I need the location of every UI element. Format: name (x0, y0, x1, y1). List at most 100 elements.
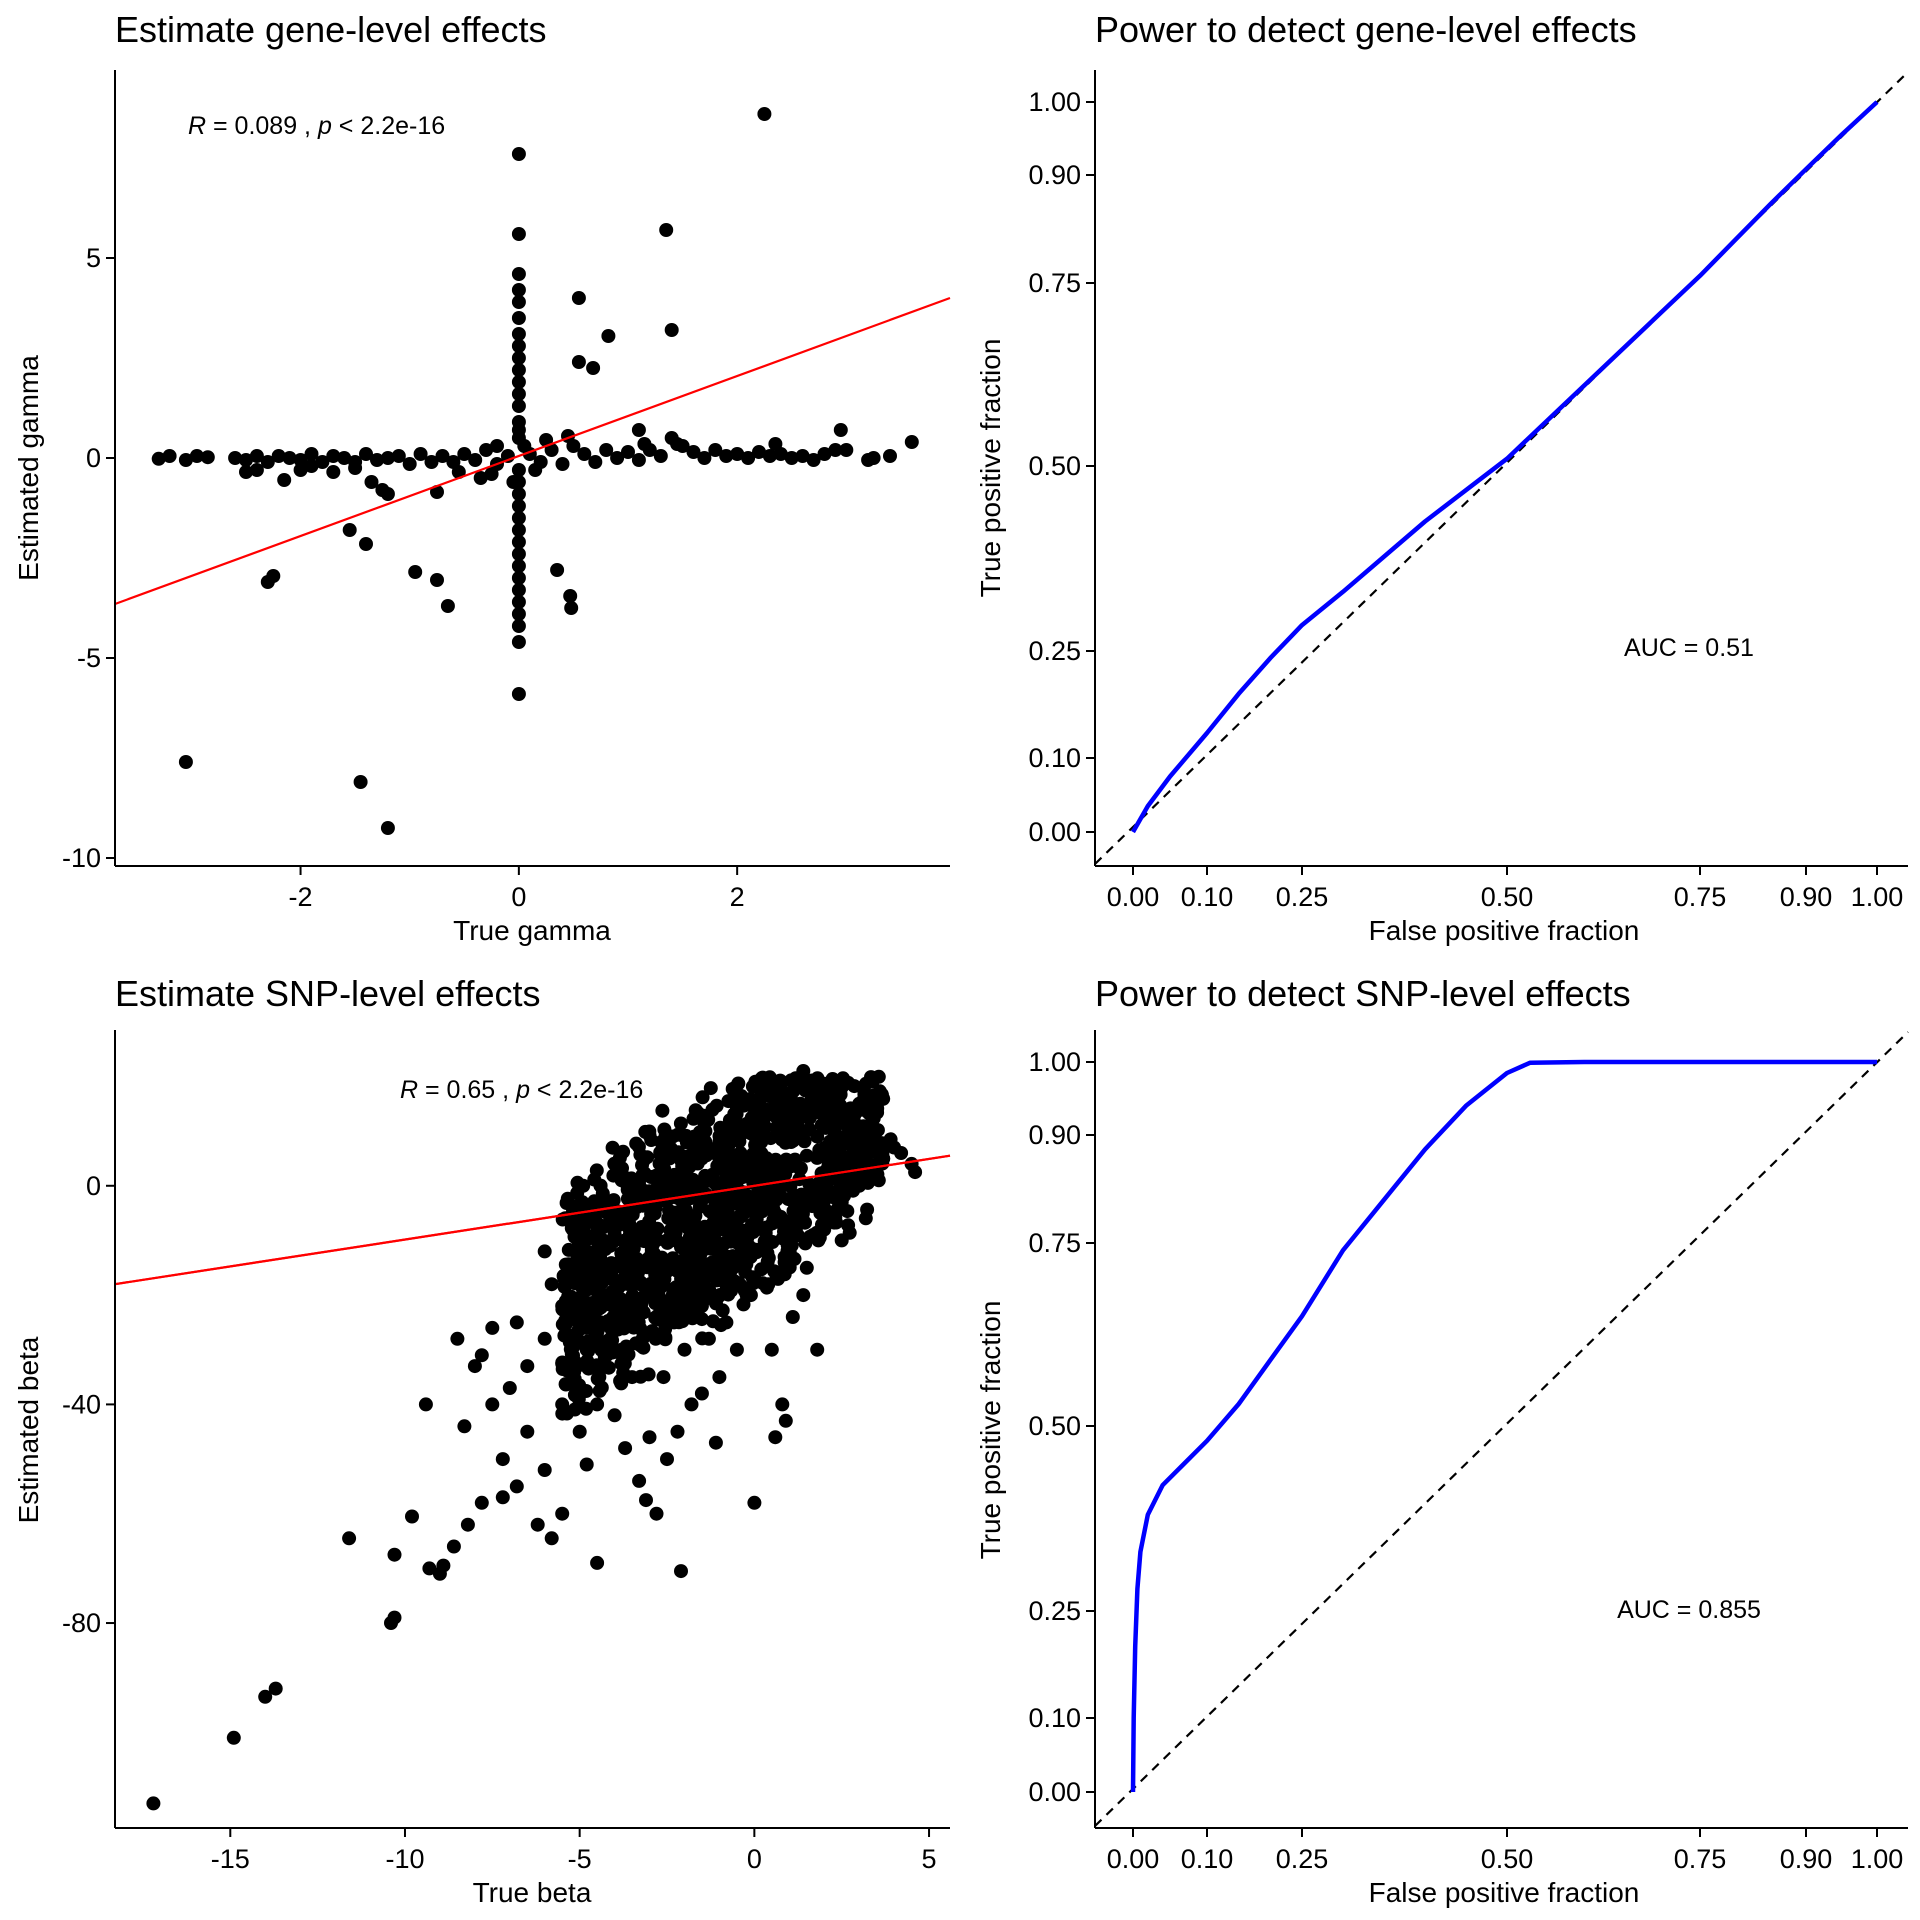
y-tick-label: 0.25 (1028, 1596, 1081, 1626)
data-point (511, 687, 526, 701)
data-point (798, 1215, 812, 1230)
data-point (670, 1424, 685, 1439)
x-tick-label: -15 (211, 1844, 250, 1874)
data-point (511, 311, 526, 325)
data-point (617, 1297, 632, 1312)
data-point (572, 1424, 587, 1439)
data-point (876, 1091, 891, 1106)
data-point (387, 1547, 402, 1562)
data-point (614, 1342, 629, 1357)
y-tick-label: -80 (62, 1608, 101, 1638)
data-point (337, 451, 352, 465)
data-point (342, 1531, 357, 1546)
data-point (631, 423, 646, 437)
data-point (834, 1195, 849, 1210)
data-points (151, 107, 919, 835)
data-point (544, 1531, 559, 1546)
data-point (694, 1386, 709, 1401)
data-point (701, 1331, 716, 1346)
data-point (611, 1310, 626, 1324)
data-point (594, 1380, 609, 1395)
x-tick-label: 0.75 (1674, 1844, 1727, 1874)
data-points (146, 1064, 923, 1811)
data-point (589, 1163, 604, 1178)
y-tick-label: 0.75 (1028, 268, 1081, 298)
data-point (495, 1452, 510, 1467)
data-point (697, 451, 712, 465)
data-point (764, 1102, 779, 1117)
data-point (644, 1242, 659, 1257)
data-point (789, 1074, 804, 1089)
x-tick-label: -5 (568, 1844, 592, 1874)
data-point (740, 1244, 755, 1259)
data-point (561, 1257, 576, 1272)
data-point (708, 1435, 723, 1450)
data-point (656, 1370, 671, 1385)
data-point (729, 1342, 744, 1357)
data-point (178, 755, 193, 769)
data-point (511, 547, 526, 561)
x-axis-title: True gamma (453, 915, 611, 946)
data-point (509, 1315, 524, 1330)
data-point (757, 107, 772, 121)
data-point (258, 1689, 273, 1704)
data-point (468, 453, 483, 467)
data-point (694, 1151, 709, 1166)
data-point (593, 1178, 608, 1193)
data-point (424, 455, 439, 469)
data-point (733, 1277, 748, 1292)
data-point (655, 1103, 670, 1118)
x-axis-title: False positive fraction (1369, 1877, 1640, 1908)
y-tick-label: 0.90 (1028, 1120, 1081, 1150)
data-point (661, 1128, 676, 1143)
data-point (555, 1506, 570, 1521)
x-tick-label: 0.25 (1276, 882, 1329, 912)
data-point (511, 363, 526, 377)
data-point (422, 1561, 437, 1576)
data-point (619, 1245, 634, 1260)
data-point (511, 619, 526, 633)
data-point (607, 1156, 622, 1171)
data-point (747, 1495, 762, 1510)
data-point (511, 399, 526, 413)
data-point (767, 1264, 782, 1279)
data-point (708, 443, 723, 457)
data-point (326, 465, 341, 479)
data-point (555, 1397, 570, 1412)
data-point (810, 1129, 825, 1144)
data-point (326, 449, 341, 463)
data-point (768, 437, 783, 451)
data-point (642, 1288, 657, 1303)
panel-snp-roc: Power to detect SNP-level effects 0.00 0.… (975, 973, 1909, 1908)
data-point (871, 1173, 886, 1188)
data-point (732, 1093, 747, 1108)
data-point (852, 1096, 867, 1111)
data-point (467, 1359, 482, 1374)
data-point (592, 1360, 607, 1375)
data-point (391, 449, 406, 463)
data-point (446, 1539, 461, 1554)
data-point (511, 147, 526, 161)
x-tick-label: 1.00 (1851, 1844, 1904, 1874)
data-point (839, 443, 854, 457)
data-point (555, 457, 570, 471)
data-point (752, 445, 766, 459)
y-axis-title: True positive fraction (975, 1301, 1006, 1560)
data-point (574, 1260, 588, 1275)
x-tick-label: -10 (385, 1844, 424, 1874)
data-point (673, 1175, 688, 1190)
data-point (189, 449, 204, 463)
data-point (511, 387, 526, 401)
data-point (768, 1430, 783, 1445)
data-point (694, 1244, 709, 1259)
data-point (555, 1299, 570, 1313)
data-point (712, 1370, 727, 1385)
roc-curve (1131, 100, 1879, 834)
data-point (625, 1195, 640, 1210)
data-point (649, 1506, 664, 1521)
data-point (364, 475, 379, 489)
data-point (146, 1796, 161, 1811)
data-point (408, 565, 423, 579)
y-tick-label: 0.00 (1028, 817, 1081, 847)
data-point (719, 449, 734, 463)
